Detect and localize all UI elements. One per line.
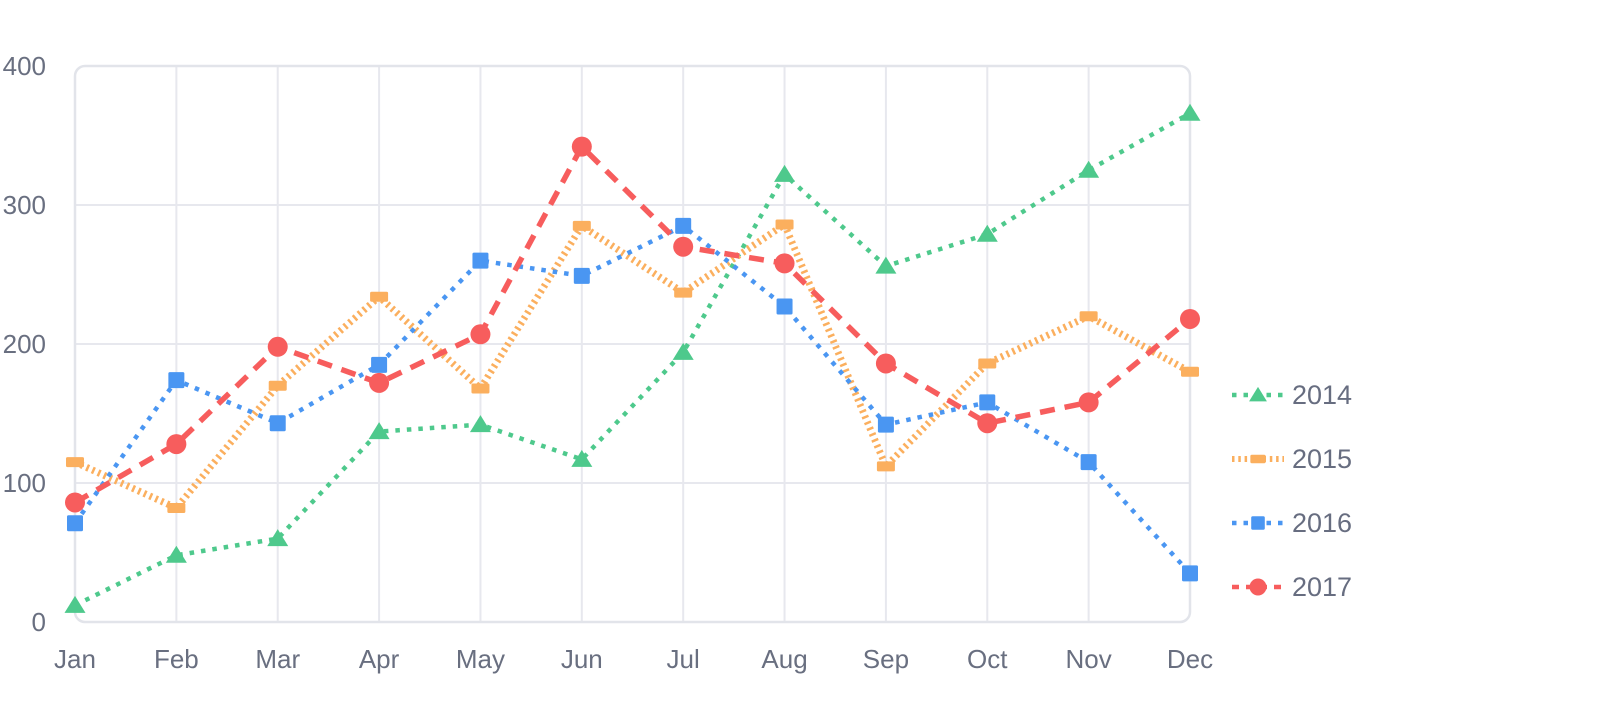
legend-label-2015: 2015 <box>1292 444 1352 474</box>
chart-marker-2014 <box>64 595 86 613</box>
chart-marker-2017 <box>65 492 85 513</box>
chart-marker-2015 <box>268 380 287 391</box>
chart-marker-2016 <box>573 267 590 284</box>
plot-border <box>73 64 1192 624</box>
chart-marker-2016 <box>1182 565 1198 582</box>
chart-marker-2017 <box>673 236 694 257</box>
chart-marker-2014 <box>1078 160 1100 178</box>
chart-marker-2015 <box>978 358 997 369</box>
chart-marker-2014 <box>368 422 390 440</box>
chart-marker-2015 <box>66 457 84 468</box>
legend-marker-2015 <box>1250 454 1266 464</box>
y-axis-label: 200 <box>3 329 46 359</box>
x-axis-label: Apr <box>359 644 400 674</box>
chart-marker-2016 <box>269 415 286 432</box>
x-axis-label: May <box>456 644 505 674</box>
x-axis-label: Jun <box>561 644 603 674</box>
chart-marker-2017 <box>875 353 896 374</box>
series-line-2017 <box>73 143 1192 505</box>
chart-marker-2016 <box>168 372 185 389</box>
x-axis-label: Dec <box>1167 644 1213 674</box>
x-axis-label: Aug <box>761 644 807 674</box>
chart-marker-2015 <box>876 461 895 472</box>
chart-marker-2017 <box>1078 392 1099 413</box>
legend-item-2014[interactable]: 2014 <box>1232 380 1352 410</box>
chart-marker-2017 <box>267 336 288 357</box>
y-axis-label: 100 <box>3 468 46 498</box>
series-2014 <box>64 103 1201 613</box>
series-line-2016 <box>73 223 1192 575</box>
chart-marker-2014 <box>875 256 897 274</box>
legend-item-2017[interactable]: 2017 <box>1232 572 1352 602</box>
chart-marker-2016 <box>979 394 996 411</box>
chart-marker-2017 <box>1180 308 1200 329</box>
x-axis-label: Jul <box>667 644 700 674</box>
chart-marker-2017 <box>571 136 592 157</box>
series-line-2014 <box>74 111 1192 608</box>
legend-marker-2014 <box>1249 386 1267 402</box>
legend-label-2016: 2016 <box>1292 508 1352 538</box>
chart-marker-2014 <box>672 342 694 360</box>
chart-marker-2014 <box>469 415 491 433</box>
series-line-2015 <box>73 220 1192 512</box>
chart-marker-2015 <box>370 291 389 302</box>
chart-marker-2015 <box>1079 311 1098 322</box>
y-axis-label: 0 <box>32 607 46 637</box>
series-2016 <box>67 217 1198 582</box>
chart-marker-2015 <box>674 287 693 298</box>
chart-marker-2016 <box>776 298 793 315</box>
series-2017 <box>65 136 1200 513</box>
chart-marker-2016 <box>877 416 894 433</box>
legend-marker-2016 <box>1251 516 1265 530</box>
chart-marker-2014 <box>1179 103 1201 121</box>
legend-label-2014: 2014 <box>1292 380 1352 410</box>
chart-marker-2014 <box>571 449 593 467</box>
chart-marker-2014 <box>267 529 289 547</box>
x-axis-label: Mar <box>255 644 300 674</box>
chart-marker-2015 <box>167 503 186 514</box>
chart-marker-2016 <box>675 217 692 234</box>
chart-marker-2015 <box>572 220 591 231</box>
y-axis-label: 400 <box>3 51 46 81</box>
legend-item-2016[interactable]: 2016 <box>1232 508 1352 538</box>
chart-marker-2017 <box>774 253 795 274</box>
chart-marker-2017 <box>166 434 187 455</box>
chart-marker-2015 <box>775 219 794 230</box>
chart-marker-2016 <box>472 252 489 269</box>
chart-marker-2016 <box>67 515 83 532</box>
chart-marker-2015 <box>1181 366 1199 377</box>
series-2015 <box>66 219 1199 514</box>
chart-marker-2016 <box>371 356 388 373</box>
chart-marker-2016 <box>1080 454 1097 471</box>
chart-marker-2017 <box>977 413 998 434</box>
x-axis-label: Nov <box>1066 644 1112 674</box>
chart-marker-2014 <box>165 545 187 563</box>
x-axis-label: Feb <box>154 644 199 674</box>
chart-marker-2014 <box>774 164 796 182</box>
y-axis-label: 300 <box>3 190 46 220</box>
chart-marker-2017 <box>470 324 491 345</box>
legend-marker-2017 <box>1249 578 1267 596</box>
x-axis-label: Oct <box>967 644 1008 674</box>
legend-label-2017: 2017 <box>1292 572 1352 602</box>
legend-item-2015[interactable]: 2015 <box>1232 444 1352 474</box>
chart-marker-2017 <box>369 372 390 393</box>
chart-marker-2015 <box>471 383 490 394</box>
chart-marker-2014 <box>976 224 998 242</box>
x-axis-label: Sep <box>863 644 909 674</box>
x-axis-label: Jan <box>54 644 96 674</box>
